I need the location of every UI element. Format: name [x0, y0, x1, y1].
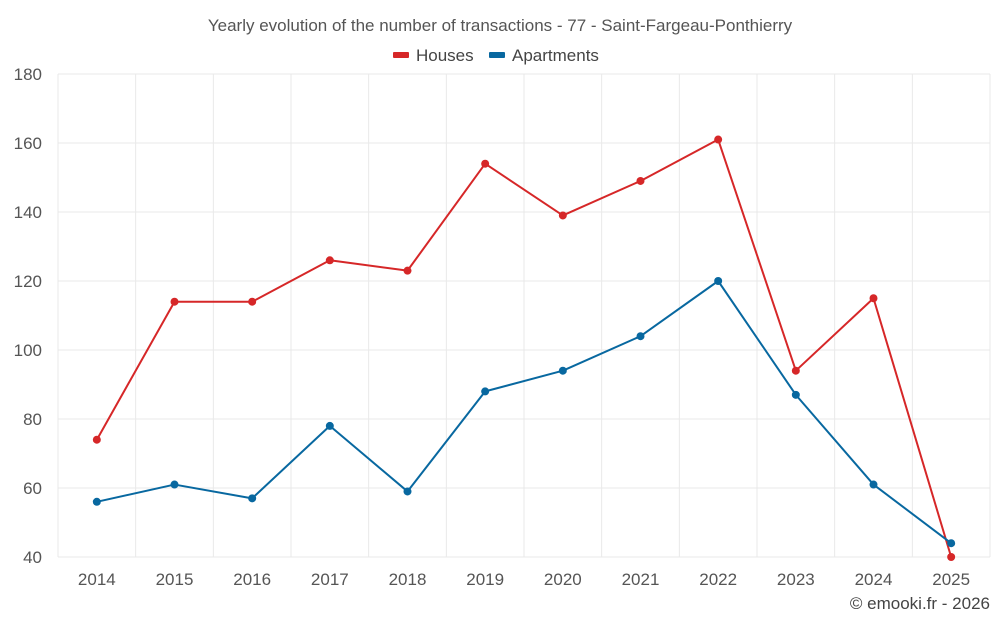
- legend-item-apartments[interactable]: Apartments: [489, 46, 599, 65]
- credit-label: © emooki.fr - 2026: [850, 594, 990, 613]
- legend: Houses Apartments: [393, 46, 599, 65]
- y-tick-label: 180: [14, 65, 42, 84]
- data-point-apartments[interactable]: [325, 421, 334, 430]
- y-tick-label: 120: [14, 272, 42, 291]
- legend-swatch-houses: [393, 52, 409, 58]
- legend-label-houses: Houses: [416, 46, 474, 65]
- x-tick-label: 2017: [311, 570, 349, 589]
- y-axis: 40 60 80 100 120 140 160 180: [14, 65, 42, 567]
- data-point-houses[interactable]: [558, 211, 567, 220]
- legend-item-houses[interactable]: Houses: [393, 46, 474, 65]
- data-point-apartments[interactable]: [248, 494, 257, 503]
- x-tick-label: 2018: [389, 570, 427, 589]
- series-apartments: [92, 277, 956, 548]
- x-tick-label: 2025: [932, 570, 970, 589]
- x-tick-label: 2015: [156, 570, 194, 589]
- x-tick-label: 2014: [78, 570, 116, 589]
- data-point-apartments[interactable]: [481, 387, 490, 396]
- data-point-apartments[interactable]: [869, 480, 878, 489]
- x-tick-label: 2016: [233, 570, 271, 589]
- y-tick-label: 100: [14, 341, 42, 360]
- x-tick-label: 2024: [855, 570, 893, 589]
- data-point-houses[interactable]: [170, 297, 179, 306]
- series-line-houses: [95, 138, 953, 558]
- grid: [57, 73, 991, 558]
- y-tick-label: 80: [23, 410, 42, 429]
- series-line-apartments: [96, 280, 952, 544]
- series-houses: [92, 135, 956, 561]
- y-tick-label: 40: [23, 548, 42, 567]
- chart-title: Yearly evolution of the number of transa…: [208, 16, 793, 35]
- y-tick-label: 160: [14, 134, 42, 153]
- data-point-houses[interactable]: [92, 435, 101, 444]
- legend-swatch-apartments: [489, 52, 505, 58]
- data-point-apartments[interactable]: [714, 277, 723, 285]
- x-tick-label: 2020: [544, 570, 582, 589]
- x-tick-label: 2021: [622, 570, 660, 589]
- data-point-apartments[interactable]: [558, 366, 567, 375]
- x-tick-label: 2023: [777, 570, 815, 589]
- data-point-apartments[interactable]: [636, 332, 645, 341]
- x-tick-label: 2019: [466, 570, 504, 589]
- data-point-houses[interactable]: [947, 553, 956, 561]
- data-point-houses[interactable]: [325, 256, 334, 265]
- x-tick-label: 2022: [699, 570, 737, 589]
- y-tick-label: 60: [23, 479, 42, 498]
- data-point-houses[interactable]: [248, 297, 257, 306]
- data-point-apartments[interactable]: [947, 539, 956, 548]
- series: [92, 135, 956, 561]
- x-axis: 2014 2015 2016 2017 2018 2019 2020 2021 2022 2023…: [78, 570, 970, 589]
- data-point-apartments[interactable]: [403, 487, 412, 496]
- data-point-apartments[interactable]: [791, 390, 800, 399]
- y-tick-label: 140: [14, 203, 42, 222]
- data-point-apartments[interactable]: [170, 480, 179, 489]
- data-point-houses[interactable]: [714, 135, 723, 144]
- data-point-houses[interactable]: [791, 366, 800, 375]
- data-point-houses[interactable]: [869, 294, 878, 303]
- data-point-houses[interactable]: [403, 266, 412, 275]
- data-point-houses[interactable]: [636, 176, 645, 185]
- data-point-houses[interactable]: [481, 159, 490, 168]
- legend-label-apartments: Apartments: [512, 46, 599, 65]
- data-point-apartments[interactable]: [92, 497, 101, 506]
